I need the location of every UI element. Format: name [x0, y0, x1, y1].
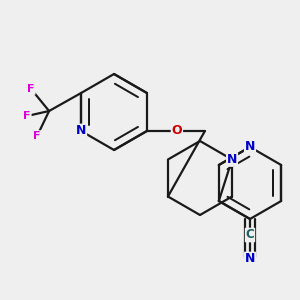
Text: C: C	[246, 229, 254, 242]
Text: O: O	[172, 124, 182, 137]
Text: F: F	[27, 84, 35, 94]
Text: F: F	[33, 131, 41, 141]
Text: N: N	[227, 153, 237, 166]
Text: N: N	[76, 124, 86, 137]
Text: N: N	[245, 140, 255, 154]
Text: N: N	[245, 253, 255, 266]
Text: F: F	[23, 111, 31, 121]
